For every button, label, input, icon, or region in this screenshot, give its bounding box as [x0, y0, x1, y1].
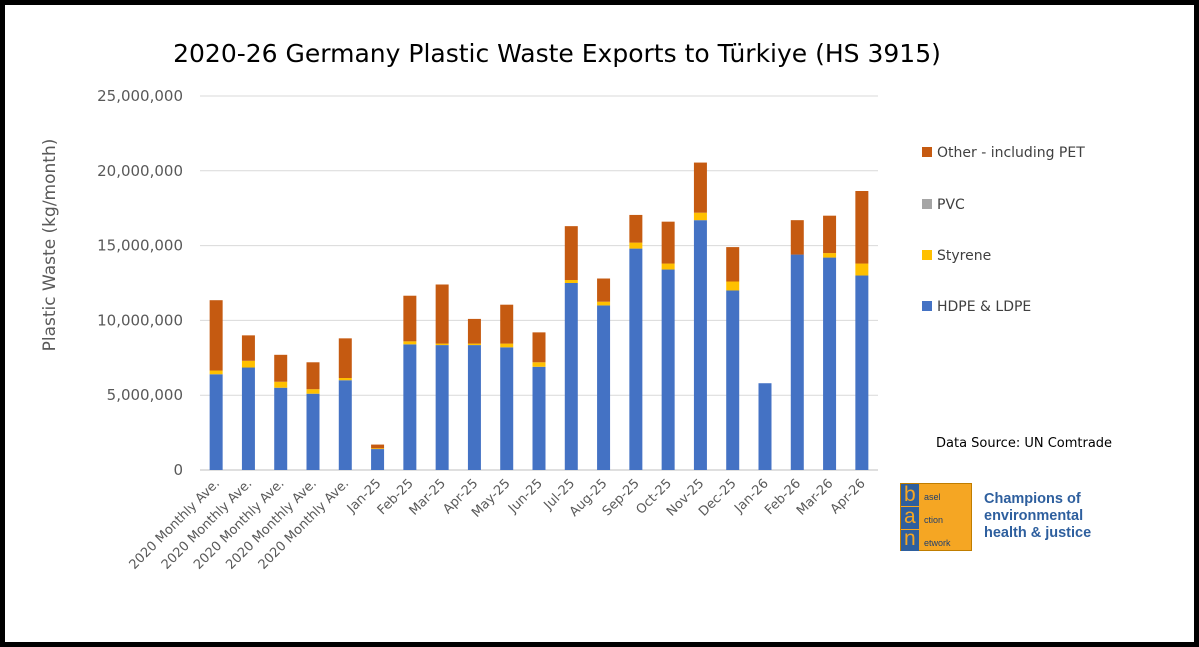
bar-segment — [597, 305, 611, 470]
bar-segment — [661, 221, 675, 264]
bar-segment — [500, 304, 514, 344]
bar-segment — [823, 257, 837, 470]
bar-segment — [564, 283, 578, 470]
bar-segment — [467, 343, 481, 346]
bar-segment — [371, 448, 385, 450]
legend-label: Other - including PET — [937, 145, 1085, 161]
y-tick-label: 0 — [173, 461, 183, 479]
logo-tagline: Champions of environmental health & just… — [984, 491, 1092, 541]
logo-word-ction: ction — [924, 515, 944, 525]
logo-letter-n: n — [904, 527, 916, 550]
bar-segment — [306, 362, 320, 390]
bar-segment — [532, 332, 546, 363]
bar-segment — [629, 214, 643, 243]
bar-segment — [661, 263, 675, 270]
x-axis-ticks: 2020 Monthly Ave.2020 Monthly Ave.2020 M… — [127, 476, 869, 572]
bar-segment — [241, 360, 255, 368]
bar-segment — [564, 280, 578, 283]
legend-swatch — [922, 199, 932, 209]
bar-segment — [338, 377, 352, 381]
logo-letter-b: b — [904, 483, 916, 506]
bar-segment — [726, 290, 740, 470]
y-axis-label: Plastic Waste (kg/month) — [40, 139, 60, 352]
bar-segment — [371, 444, 385, 449]
bar-segment — [693, 212, 707, 221]
bar-segment — [564, 226, 578, 281]
logo-word-etwork: etwork — [924, 538, 951, 548]
y-axis-ticks: 0 5,000,000 10,000,000 15,000,000 20,000,000… — [97, 87, 183, 479]
bar-segment — [306, 389, 320, 394]
bar-segment — [403, 344, 417, 470]
x-tick-label: Apr-26 — [828, 476, 869, 517]
bar-segment — [758, 383, 772, 470]
x-tick-label: Jun-25 — [505, 476, 546, 517]
bar-segment — [274, 387, 288, 470]
legend: Other - including PET PVC Styrene HDPE & LD… — [922, 145, 1085, 315]
y-tick-label: 25,000,000 — [97, 87, 183, 105]
bar-segment — [726, 247, 740, 282]
bars — [209, 162, 869, 470]
bar-segment — [371, 449, 385, 470]
bar-segment — [209, 300, 223, 371]
logo-letter-a: a — [904, 505, 916, 528]
legend-label: HDPE & LDPE — [937, 299, 1031, 315]
bar-segment — [532, 366, 546, 470]
bar-segment — [597, 301, 611, 306]
x-tick-label: Mar-26 — [794, 476, 836, 518]
bar-segment — [241, 367, 255, 470]
legend-swatch — [922, 147, 932, 157]
bar-segment — [209, 370, 223, 375]
data-source-note: Data Source: UN Comtrade — [936, 436, 1112, 451]
bar-segment — [855, 190, 869, 264]
bar-segment — [500, 347, 514, 470]
bar-segment — [274, 354, 288, 382]
legend-swatch — [922, 250, 932, 260]
bar-segment — [855, 263, 869, 276]
bar-segment — [629, 242, 643, 249]
bar-segment — [500, 343, 514, 348]
bar-segment — [726, 281, 740, 291]
bar-segment — [790, 220, 804, 255]
legend-label: PVC — [937, 197, 965, 213]
bar-segment — [306, 393, 320, 470]
bar-segment — [338, 380, 352, 470]
x-tick-label: Mar-25 — [407, 476, 449, 518]
bar-segment — [597, 278, 611, 302]
bar-segment — [435, 284, 449, 344]
bar-segment — [403, 341, 417, 345]
ban-logo-mark: b a n asel ction etwork — [900, 483, 972, 551]
bar-segment — [629, 248, 643, 470]
chart-title: 2020-26 Germany Plastic Waste Exports to… — [173, 39, 941, 68]
ban-logo: b a n asel ction etwork Champions of env… — [900, 483, 1120, 553]
bar-segment — [823, 215, 837, 254]
bar-segment — [823, 253, 837, 258]
bar-segment — [693, 220, 707, 470]
y-tick-label: 10,000,000 — [97, 311, 183, 329]
bar-segment — [435, 343, 449, 346]
bar-segment — [209, 374, 223, 470]
legend-label: Styrene — [937, 248, 991, 264]
bar-segment — [435, 345, 449, 470]
y-tick-label: 20,000,000 — [97, 162, 183, 180]
logo-word-asel: asel — [924, 492, 941, 502]
y-tick-label: 5,000,000 — [107, 386, 183, 404]
bar-segment — [855, 275, 869, 470]
bar-segment — [532, 362, 546, 367]
bar-segment — [661, 269, 675, 470]
bar-segment — [338, 338, 352, 378]
bar-segment — [693, 162, 707, 213]
bar-segment — [274, 381, 288, 388]
bar-segment — [403, 295, 417, 342]
bar-segment — [467, 318, 481, 344]
bar-segment — [467, 345, 481, 470]
y-tick-label: 15,000,000 — [97, 237, 183, 255]
bar-segment — [241, 335, 255, 361]
bar-segment — [790, 254, 804, 470]
legend-swatch — [922, 301, 932, 311]
